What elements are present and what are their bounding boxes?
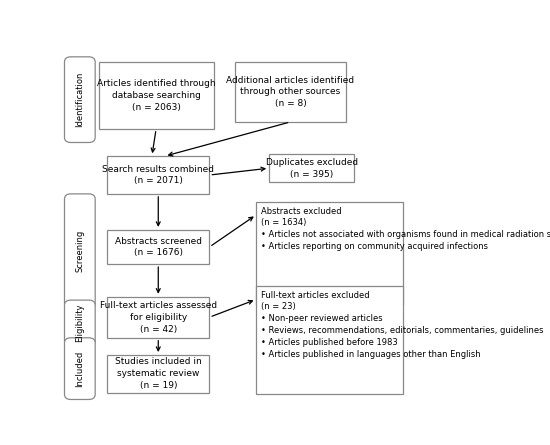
FancyBboxPatch shape [256, 287, 403, 394]
Text: Full-text articles assessed
for eligibility
(n = 42): Full-text articles assessed for eligibil… [100, 301, 217, 334]
Text: Articles identified through
database searching
(n = 2063): Articles identified through database sea… [97, 79, 216, 112]
Text: Duplicates excluded
(n = 395): Duplicates excluded (n = 395) [266, 158, 358, 178]
FancyBboxPatch shape [107, 355, 210, 392]
Text: Screening: Screening [75, 230, 84, 272]
Text: Full-text articles excluded
(n = 23)
• Non-peer reviewed articles
• Reviews, rec: Full-text articles excluded (n = 23) • N… [261, 291, 544, 359]
FancyBboxPatch shape [98, 62, 213, 129]
FancyBboxPatch shape [235, 62, 346, 122]
Text: Additional articles identified
through other sources
(n = 8): Additional articles identified through o… [227, 76, 354, 108]
FancyBboxPatch shape [107, 156, 210, 194]
Text: Eligibility: Eligibility [75, 304, 84, 343]
FancyBboxPatch shape [107, 297, 210, 338]
FancyBboxPatch shape [269, 154, 354, 182]
Text: Studies included in
systematic review
(n = 19): Studies included in systematic review (n… [115, 357, 202, 390]
FancyBboxPatch shape [107, 230, 210, 264]
Text: Search results combined
(n = 2071): Search results combined (n = 2071) [102, 165, 214, 186]
FancyBboxPatch shape [256, 202, 403, 305]
Text: Identification: Identification [75, 72, 84, 127]
FancyBboxPatch shape [64, 300, 95, 346]
FancyBboxPatch shape [64, 194, 95, 309]
Text: Abstracts screened
(n = 1676): Abstracts screened (n = 1676) [115, 237, 202, 257]
Text: Included: Included [75, 351, 84, 387]
FancyBboxPatch shape [64, 57, 95, 142]
Text: Abstracts excluded
(n = 1634)
• Articles not associated with organisms found in : Abstracts excluded (n = 1634) • Articles… [261, 206, 550, 251]
FancyBboxPatch shape [64, 338, 95, 400]
